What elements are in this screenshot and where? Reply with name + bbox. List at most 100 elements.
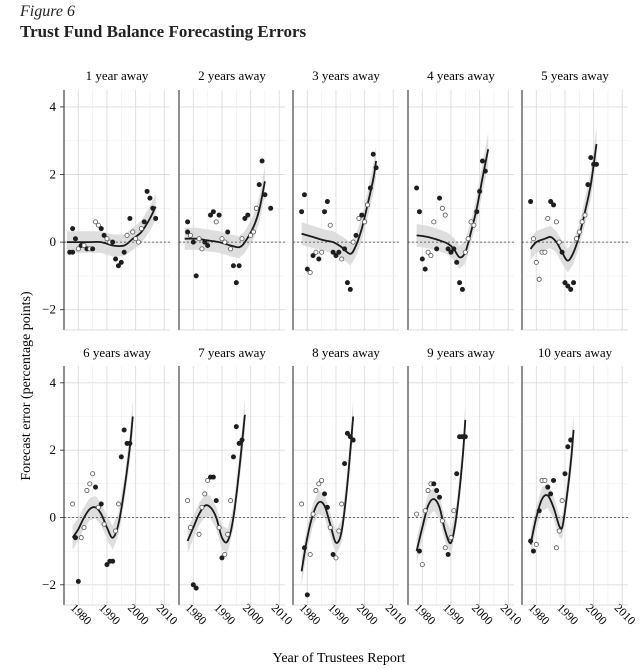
- data-point-filled: [588, 155, 594, 161]
- data-point-open: [442, 545, 448, 551]
- data-point-filled: [141, 219, 147, 225]
- data-point-filled: [256, 182, 262, 188]
- data-point-filled: [98, 226, 104, 232]
- data-point-filled: [324, 199, 330, 205]
- data-point-filled: [419, 256, 425, 262]
- data-point-filled: [445, 552, 451, 558]
- confidence-band: [301, 399, 354, 586]
- data-point-open: [205, 477, 211, 483]
- figure-label: Figure 6: [20, 3, 75, 20]
- data-point-open: [530, 236, 536, 242]
- data-point-filled: [462, 434, 468, 440]
- data-point-open: [442, 212, 448, 218]
- data-point-open: [439, 205, 445, 211]
- data-point-filled: [448, 249, 454, 255]
- data-point-filled: [121, 427, 127, 433]
- data-point-filled: [113, 256, 119, 262]
- data-point-filled: [593, 161, 599, 167]
- data-point-open: [187, 232, 193, 238]
- data-point-filled: [416, 209, 422, 215]
- data-point-filled: [479, 158, 485, 164]
- data-point-open: [471, 222, 477, 228]
- data-point-filled: [367, 185, 373, 191]
- data-point-open: [202, 491, 208, 497]
- data-point-filled: [350, 437, 356, 443]
- data-point-filled: [144, 188, 150, 194]
- data-point-open: [419, 562, 425, 568]
- data-point-filled: [185, 229, 191, 235]
- data-point-filled: [359, 212, 365, 218]
- data-point-open: [319, 477, 325, 483]
- data-point-filled: [127, 440, 133, 446]
- data-point-open: [425, 488, 431, 494]
- data-point-filled: [210, 209, 216, 215]
- data-point-open: [93, 219, 99, 225]
- data-point-filled: [210, 474, 216, 480]
- data-point-open: [250, 229, 256, 235]
- data-point-open: [225, 531, 231, 537]
- data-point-open: [536, 276, 542, 282]
- data-point-open: [222, 552, 228, 558]
- y-tick-label: −2: [42, 577, 56, 592]
- data-point-filled: [344, 280, 350, 286]
- data-point-open: [239, 236, 245, 242]
- data-point-filled: [233, 280, 239, 286]
- data-point-open: [113, 528, 119, 534]
- y-tick-label: 4: [50, 99, 57, 114]
- data-point-filled: [330, 249, 336, 255]
- y-tick-label: 0: [50, 509, 57, 524]
- smoothed-trend-line: [529, 429, 575, 545]
- data-point-filled: [437, 494, 443, 500]
- data-point-open: [553, 545, 559, 551]
- data-point-open: [319, 249, 325, 255]
- panel-title: 2 years away: [198, 68, 266, 83]
- panel-title: 6 years away: [83, 345, 151, 360]
- panel-title: 8 years away: [312, 345, 380, 360]
- data-point-filled: [216, 212, 222, 218]
- facet-panel: 1 year away −2 0 2 4: [42, 68, 170, 331]
- smoothed-trend-line: [416, 149, 490, 259]
- data-point-filled: [457, 280, 463, 286]
- data-point-filled: [185, 219, 191, 225]
- data-point-filled: [70, 249, 76, 255]
- smoothed-trend-line: [529, 143, 598, 262]
- data-point-filled: [299, 209, 305, 215]
- data-point-filled: [75, 578, 81, 584]
- data-point-open: [95, 222, 101, 228]
- data-point-open: [130, 229, 136, 235]
- data-point-filled: [110, 558, 116, 564]
- data-point-open: [327, 222, 333, 228]
- data-point-open: [84, 488, 90, 494]
- smoothed-trend-line: [184, 181, 266, 249]
- data-point-filled: [477, 188, 483, 194]
- data-point-filled: [422, 266, 428, 272]
- data-point-open: [364, 202, 370, 208]
- data-point-open: [313, 249, 319, 255]
- data-point-filled: [316, 256, 322, 262]
- data-point-filled: [190, 239, 196, 245]
- data-point-filled: [98, 501, 104, 507]
- smoothed-trend-line: [301, 160, 377, 255]
- data-point-filled: [416, 548, 422, 554]
- data-point-filled: [434, 246, 440, 252]
- data-point-open: [78, 535, 84, 541]
- data-point-open: [533, 541, 539, 547]
- data-point-open: [104, 236, 110, 242]
- panel-title: 5 years away: [541, 68, 609, 83]
- panel-title: 3 years away: [312, 68, 380, 83]
- y-tick-label: 2: [50, 442, 57, 457]
- data-point-filled: [190, 582, 196, 588]
- data-point-filled: [528, 199, 534, 205]
- smoothed-trend-line: [186, 414, 246, 544]
- smoothed-trend-line: [300, 416, 355, 572]
- data-point-filled: [205, 242, 211, 248]
- data-point-filled: [565, 283, 571, 289]
- confidence-band: [184, 166, 265, 259]
- data-point-filled: [310, 253, 316, 259]
- data-point-open: [339, 256, 345, 262]
- data-point-filled: [551, 202, 557, 208]
- data-point-filled: [353, 232, 359, 238]
- data-point-open: [133, 236, 139, 242]
